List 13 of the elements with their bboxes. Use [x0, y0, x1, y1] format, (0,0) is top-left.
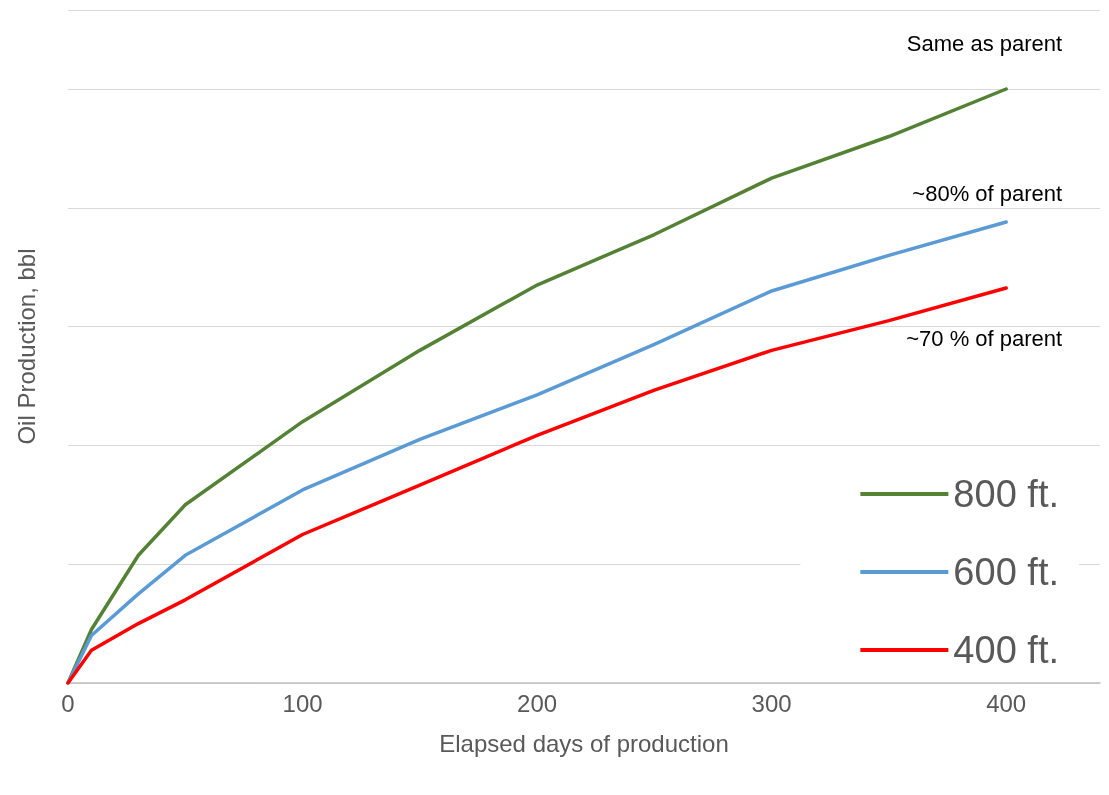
x-tick-label: 200 — [517, 689, 558, 717]
x-tick-label: 0 — [61, 689, 75, 717]
legend-label: 600 ft. — [953, 551, 1060, 593]
x-tick-label: 400 — [986, 689, 1027, 717]
text: Same as parent — [906, 30, 1063, 56]
annotation: ~70 % of parent — [906, 326, 1063, 352]
y-axis-title: Oil Production, bbl — [12, 248, 40, 445]
legend-label: 800 ft. — [953, 473, 1060, 515]
x-axis-title: Elapsed days of production — [439, 729, 729, 757]
x-tick-label: 100 — [282, 689, 323, 717]
x-tick-label: 300 — [751, 689, 792, 717]
annotation: ~80% of parent — [912, 180, 1063, 206]
legend-label: 400 ft. — [953, 629, 1060, 671]
